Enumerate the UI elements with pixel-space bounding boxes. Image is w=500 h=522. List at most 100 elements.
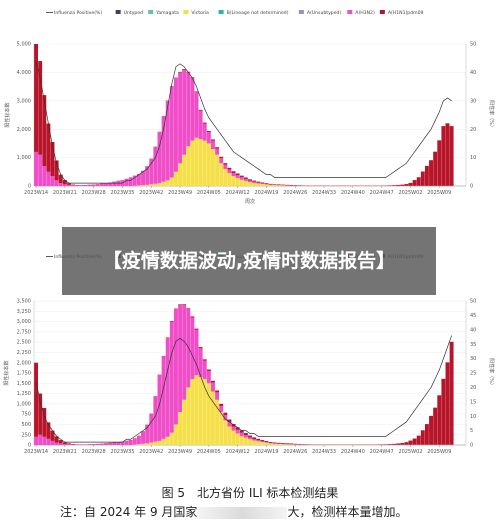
- x-axis-label: 周次: [245, 198, 255, 205]
- y2-tick-label: 20: [470, 385, 476, 391]
- victoria-bar: [276, 443, 281, 445]
- victoria-bar: [264, 184, 269, 186]
- h1n1-bar: [231, 171, 236, 173]
- victoria-bar: [223, 420, 228, 445]
- victoria-bar: [260, 184, 265, 186]
- victoria-bar: [231, 430, 236, 445]
- h3n2-bar: [145, 424, 150, 444]
- h1n1-bar: [67, 183, 71, 185]
- chart-lower: Influenza Positive(%)UntypedYamagataVict…: [3, 254, 495, 455]
- h1n1-bar: [445, 123, 450, 186]
- legend-entry: Untyped: [124, 10, 144, 16]
- victoria-bar: [280, 185, 285, 186]
- h3n2-bar: [264, 442, 269, 443]
- h1n1-bar: [243, 433, 248, 436]
- h3n2-bar: [235, 175, 240, 179]
- y-tick-label: 1,500: [17, 381, 31, 387]
- y-tick-label: 3,000: [17, 98, 31, 104]
- legend-entry: Influenza Positive(%): [54, 10, 102, 16]
- h1n1-bar: [268, 442, 273, 443]
- h3n2-bar: [99, 443, 104, 445]
- legend-swatch: [148, 10, 154, 14]
- y-axis: 0 1,000 2,000 3,000 4,000 5,000: [17, 42, 466, 190]
- legend-entry: Victoria: [191, 10, 209, 16]
- victoria-bar: [194, 137, 199, 186]
- x-tick-label: 2024W26: [283, 190, 307, 196]
- x-tick-label: 2023W14: [24, 449, 48, 455]
- h3n2-bar: [38, 434, 43, 445]
- h3n2-bar: [182, 69, 187, 155]
- h1n1-bar: [239, 175, 244, 178]
- h3n2-bar: [104, 183, 108, 186]
- x-axis: 2023W14 2023W21 2023W28 2023W35 2023W42 2023W…: [24, 186, 451, 196]
- y-tick-label: 2,000: [17, 127, 31, 133]
- h3n2-bar: [248, 180, 252, 183]
- victoria-bar: [178, 163, 183, 186]
- y2-tick-label: 25: [470, 371, 476, 377]
- h3n2-bar: [153, 146, 158, 184]
- h3n2-bar: [136, 435, 141, 445]
- h1n1-bar: [408, 182, 413, 186]
- h1n1-bar: [433, 151, 438, 186]
- victoria-bar: [173, 171, 178, 186]
- h1n1-bar: [227, 419, 232, 422]
- h1n1-bar: [71, 184, 76, 186]
- bars: [34, 44, 454, 187]
- x-tick-label: 2023W35: [110, 190, 134, 196]
- h1n1-bar: [202, 122, 207, 124]
- victoria-bar: [243, 437, 248, 445]
- h1n1-bar: [190, 316, 195, 318]
- x-tick-label: 2024W47: [370, 449, 394, 455]
- h3n2-bar: [46, 438, 51, 445]
- x-tick-label: 2024W47: [370, 190, 394, 196]
- h3n2-bar: [173, 78, 178, 172]
- h1n1-bar: [429, 160, 433, 186]
- x-tick-label: 2025W02: [398, 449, 422, 455]
- h1n1-bar: [285, 443, 289, 445]
- y2-axis-label: 阳性率（%）: [488, 358, 495, 388]
- h3n2-bar: [215, 392, 220, 400]
- victoria-bar: [182, 399, 187, 445]
- x-tick-label: 2024W40: [341, 190, 365, 196]
- blurred-region: [197, 506, 288, 519]
- h3n2-bar: [132, 438, 137, 445]
- h3n2-bar: [50, 176, 55, 186]
- legend-entry: Yamagata: [155, 10, 179, 16]
- h3n2-bar: [38, 154, 43, 186]
- h1n1-bar: [239, 430, 244, 433]
- victoria-bar: [248, 182, 252, 186]
- h3n2-bar: [83, 185, 88, 186]
- h1n1-bar: [272, 184, 277, 185]
- x-tick-label: 2023W21: [53, 190, 77, 196]
- victoria-bar: [149, 184, 154, 186]
- victoria-bar: [248, 439, 252, 445]
- y2-tick-label: 40: [470, 70, 476, 76]
- y2-tick-label: 10: [470, 155, 476, 161]
- h1n1-bar: [173, 308, 178, 310]
- legend-swatch: [379, 10, 385, 14]
- h3n2-bar: [227, 421, 232, 427]
- x-tick-label: 2023W21: [53, 449, 77, 455]
- x-axis: 2023W14 2023W21 2023W28 2023W35 2023W42 2023W…: [24, 445, 451, 455]
- victoria-bar: [243, 180, 248, 186]
- h3n2-bar: [231, 172, 236, 177]
- h3n2-bar: [169, 321, 174, 433]
- h3n2-bar: [91, 444, 96, 445]
- h1n1-bar: [227, 167, 232, 170]
- h3n2-bar: [219, 158, 224, 164]
- h1n1-bar: [268, 183, 273, 185]
- h1n1-bar: [449, 341, 454, 445]
- h1n1-bar: [276, 184, 281, 186]
- h1n1-bar: [223, 412, 228, 415]
- h3n2-bar: [157, 375, 162, 441]
- h3n2-bar: [161, 356, 166, 439]
- y-tick-label: 3,500: [17, 299, 31, 305]
- victoria-bar: [280, 444, 285, 445]
- h1n1-bar: [412, 438, 417, 445]
- x-tick-label: 2025W09: [427, 449, 451, 455]
- h1n1-bar: [437, 140, 442, 186]
- h3n2-bar: [108, 182, 113, 186]
- h3n2-bar: [67, 444, 71, 445]
- h3n2-bar: [54, 442, 59, 445]
- victoria-bar: [239, 179, 244, 186]
